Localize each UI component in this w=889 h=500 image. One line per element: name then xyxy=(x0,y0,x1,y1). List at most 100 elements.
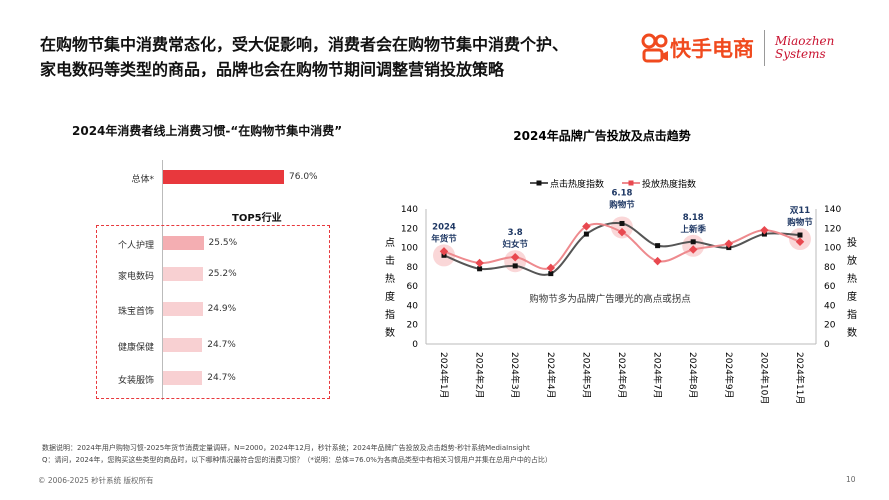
bar-axis xyxy=(162,160,163,400)
group-title: TOP5行业 xyxy=(232,213,282,224)
y-axis-label: 数 xyxy=(385,326,395,339)
highlight-glow xyxy=(611,216,633,239)
copyright: © 2006-2025 秒针系统 版权所有 xyxy=(38,476,154,485)
bar-value: 24.7% xyxy=(207,373,236,383)
bar-label: 女装服饰 xyxy=(117,376,154,386)
bar-label: 健康保健 xyxy=(117,343,154,353)
bar-value: 24.9% xyxy=(207,304,237,314)
kuaishou-logo-icon xyxy=(641,33,668,63)
bar-value: 24.7% xyxy=(207,340,236,350)
bar xyxy=(163,236,204,250)
annotation-label: 3.8 xyxy=(508,228,523,238)
annotation-label: 8.18 xyxy=(683,213,704,223)
y2-tick-label: 20 xyxy=(824,321,836,331)
x-tick-label: 2024年9月 xyxy=(723,352,735,399)
click-point xyxy=(583,231,589,237)
y2-axis-label: 投 xyxy=(847,236,857,249)
click-point xyxy=(619,220,625,226)
x-tick-label: 2024年11月 xyxy=(794,352,806,404)
question-note: Q：请问，2024年，您购买这些类型的商品时，以下哪种情况最符合您的消费习惯？（… xyxy=(42,456,552,464)
logo-text: Systems xyxy=(775,47,826,61)
bar-value: 25.5% xyxy=(208,238,238,248)
y2-tick-label: 40 xyxy=(824,301,836,311)
legend-marker xyxy=(536,180,542,186)
y2-tick-label: 80 xyxy=(824,263,836,273)
legend-label: 点击热度指数 xyxy=(550,178,604,190)
line-chart-title: 2024年品牌广告投放及点击趋势 xyxy=(513,128,690,143)
y-tick-label: 0 xyxy=(412,340,418,350)
y-axis-label: 指 xyxy=(385,308,395,321)
annotation-label: 2024 xyxy=(432,222,456,232)
ad-point xyxy=(653,256,662,266)
y-tick-label: 60 xyxy=(407,282,419,292)
annotation-label: 年货节 xyxy=(431,233,457,244)
y2-tick-label: 60 xyxy=(824,282,836,292)
legend-label: 投放热度指数 xyxy=(642,178,696,190)
bar-total xyxy=(163,170,284,184)
bar-label: 珠宝首饰 xyxy=(117,307,154,317)
y2-tick-label: 140 xyxy=(824,205,841,215)
y2-axis-label: 热 xyxy=(847,272,857,285)
bar-label-total: 总体* xyxy=(131,175,154,185)
y2-tick-label: 100 xyxy=(824,244,841,254)
x-tick-label: 2024年1月 xyxy=(438,352,450,399)
kuaishou-logo-text: 快手电商 xyxy=(670,37,754,61)
click-point xyxy=(655,243,661,249)
ad-point xyxy=(475,258,484,268)
logo-text: Miaozhen xyxy=(775,34,835,48)
top5-box xyxy=(96,225,330,399)
bar-value: 25.2% xyxy=(208,269,237,279)
legend-marker xyxy=(628,180,634,186)
click-point xyxy=(690,239,696,245)
x-tick-label: 2024年4月 xyxy=(545,352,557,399)
y2-axis-label: 度 xyxy=(847,290,857,303)
data-note: 数据说明：2024年用户购物习惯-2025年货节消费定量调研，N=2000，20… xyxy=(42,444,530,452)
bar xyxy=(163,338,203,352)
annotation-label: 购物节 xyxy=(608,199,635,210)
click-point xyxy=(512,263,518,269)
annotation-label: 双11 xyxy=(790,206,810,216)
y2-tick-label: 120 xyxy=(824,224,841,234)
click-point xyxy=(797,232,803,238)
bar-chart-title: 2024年消费者线上消费习惯-“在购物节集中消费” xyxy=(72,124,343,138)
center-note: 购物节多为品牌广告曝光的高点或拐点 xyxy=(529,293,691,305)
y-tick-label: 80 xyxy=(407,263,419,273)
y-axis-label: 度 xyxy=(385,290,395,303)
y2-axis-label: 数 xyxy=(847,326,857,339)
annotation-label: 6.18 xyxy=(612,188,633,198)
annotation-label: 妇女节 xyxy=(501,239,528,250)
y2-axis-label: 放 xyxy=(847,254,857,267)
x-tick-label: 2024年5月 xyxy=(580,352,592,399)
y2-tick-label: 0 xyxy=(824,340,830,350)
page-number: 10 xyxy=(846,475,856,484)
x-tick-label: 2024年3月 xyxy=(509,352,521,399)
y-axis-label: 点 xyxy=(385,237,395,249)
y-axis-label: 热 xyxy=(385,272,395,285)
bar xyxy=(163,371,203,385)
x-tick-label: 2024年2月 xyxy=(474,352,486,399)
miaozhen-logo: Miaozhen Systems xyxy=(775,35,834,61)
logos: 快手电商 Miaozhen Systems xyxy=(640,30,834,66)
click-point xyxy=(477,266,483,272)
y-tick-label: 20 xyxy=(407,321,419,331)
bar-label: 个人护理 xyxy=(117,241,154,251)
y-tick-label: 100 xyxy=(401,244,418,254)
bar xyxy=(163,302,203,316)
ad-point xyxy=(439,247,449,256)
x-tick-label: 2024年7月 xyxy=(652,352,664,399)
divider xyxy=(764,30,765,66)
page-title: 在购物节集中消费常态化，受大促影响，消费者会在购物节集中消费个护、 家电数码等类型… xyxy=(40,32,640,82)
annotation-label: 购物节 xyxy=(786,217,813,228)
y2-axis-label: 指 xyxy=(847,308,857,321)
bar-value-total: 76.0% xyxy=(289,172,318,182)
title-line: 在购物节集中消费常态化，受大促影响，消费者会在购物节集中消费个护、 xyxy=(40,35,569,54)
x-tick-label: 2024年10月 xyxy=(758,352,770,404)
ad-point xyxy=(546,263,556,273)
annotation-label: 上新季 xyxy=(680,224,706,235)
title-line: 家电数码等类型的商品，品牌也会在购物节期间调整营销投放策略 xyxy=(40,60,505,79)
click-point xyxy=(548,271,554,277)
y-tick-label: 120 xyxy=(401,224,418,234)
y-axis-label: 击 xyxy=(385,255,395,267)
